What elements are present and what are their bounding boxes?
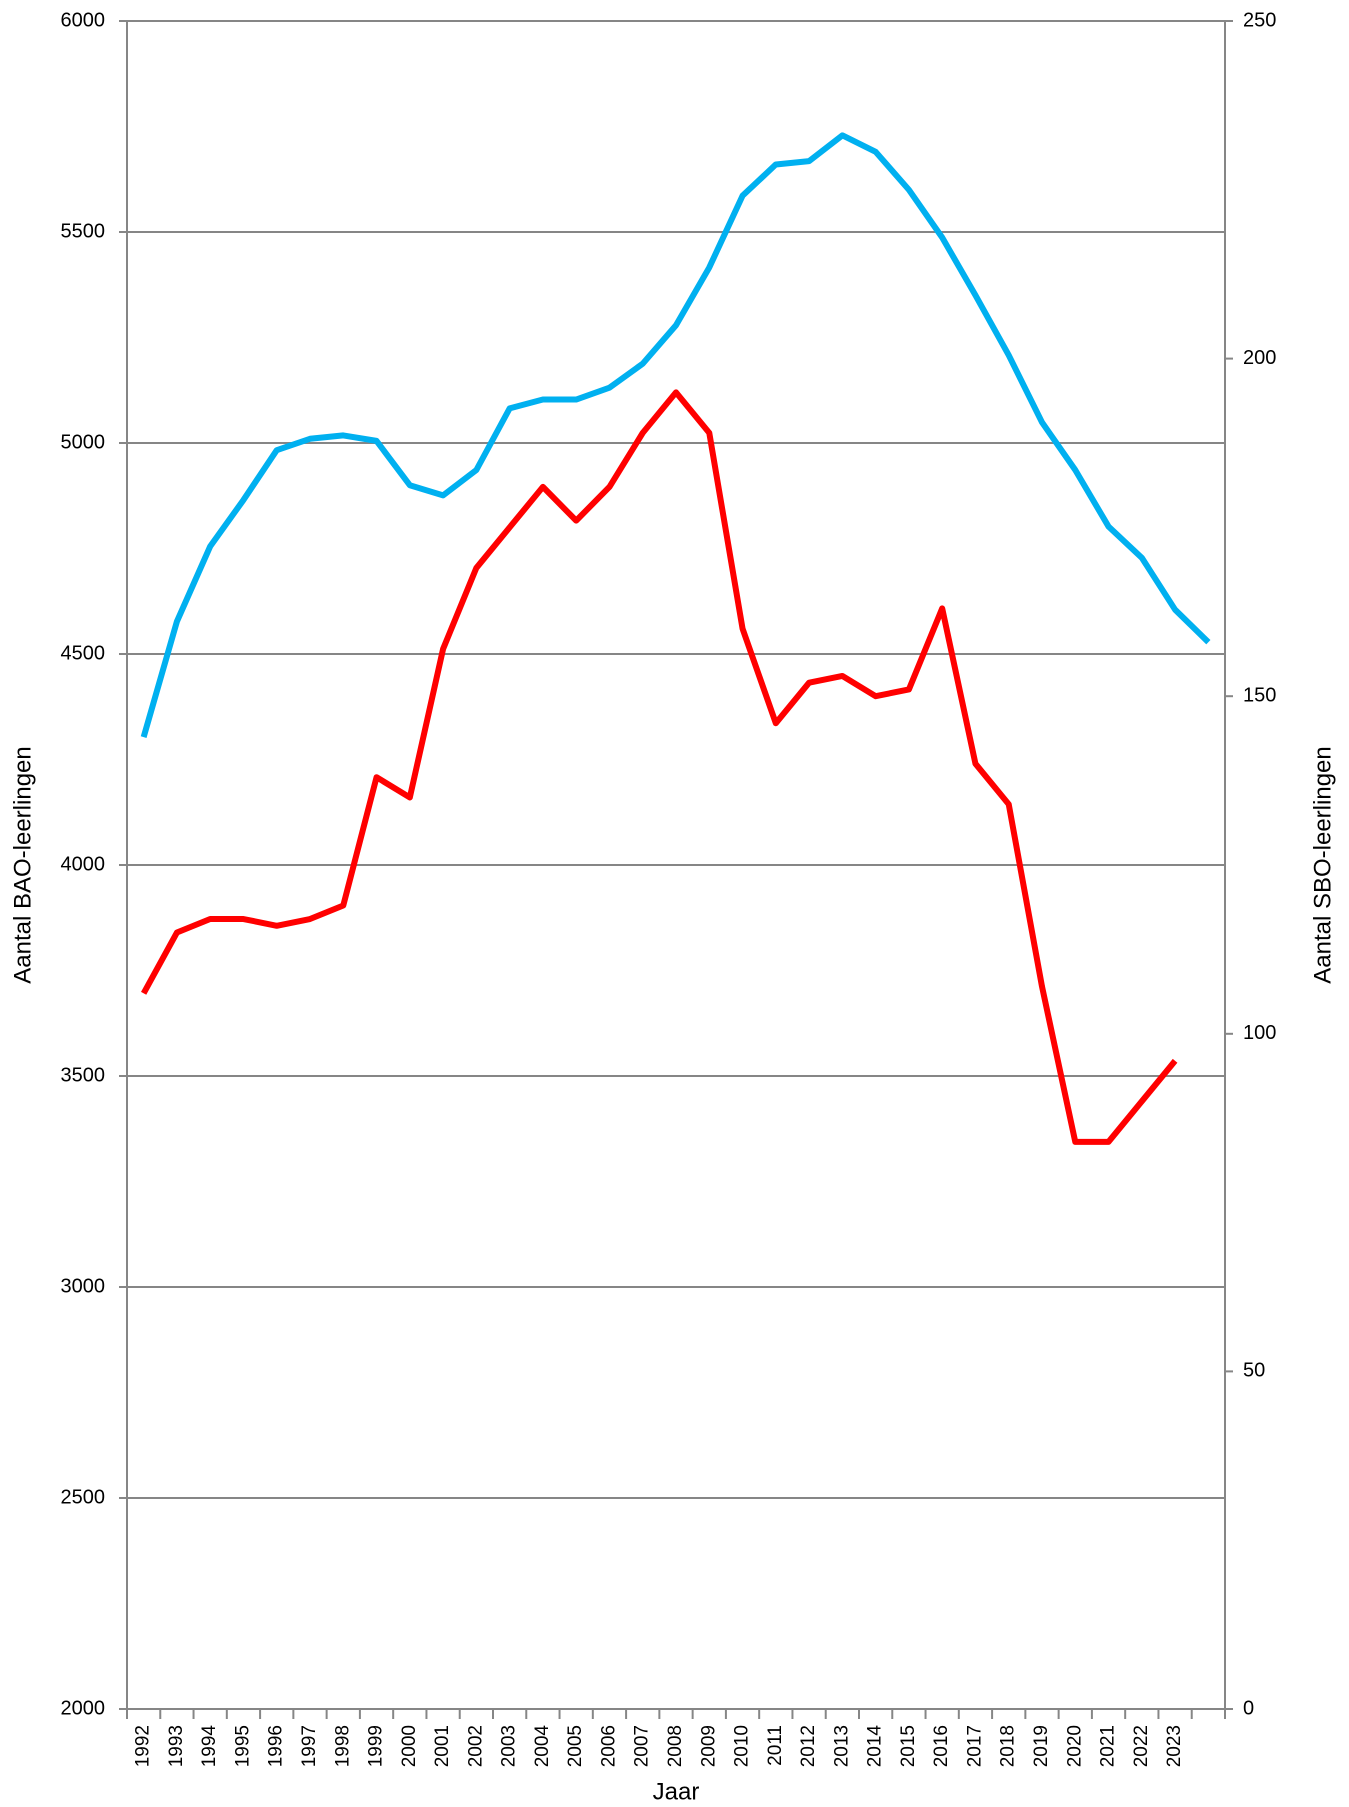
x-tick-label: 2007 bbox=[632, 1725, 653, 1767]
x-tick-label: 1992 bbox=[133, 1725, 154, 1767]
y-tick-label: 2500 bbox=[61, 1486, 106, 1508]
y-tick-label: 3000 bbox=[61, 1275, 106, 1297]
x-tick-label: 2011 bbox=[765, 1725, 786, 1766]
y-tick-label: 2000 bbox=[61, 1697, 106, 1719]
y-tick-label: 5000 bbox=[61, 431, 106, 453]
x-tick-label: 1997 bbox=[299, 1725, 320, 1767]
x-tick-label: 2006 bbox=[598, 1725, 619, 1767]
y-tick-label: 6000 bbox=[61, 9, 106, 31]
x-tick-label: 2017 bbox=[964, 1725, 985, 1767]
x-tick-label: 2018 bbox=[998, 1725, 1019, 1767]
y2-axis-title: Aantal SBO-leerlingen bbox=[1309, 746, 1336, 983]
series-line bbox=[141, 389, 1178, 1145]
x-tick-label: 2000 bbox=[399, 1725, 420, 1767]
y-tick-label: 3500 bbox=[61, 1064, 106, 1086]
x-tick-label: 1999 bbox=[366, 1725, 387, 1767]
x-tick-label: 2021 bbox=[1098, 1725, 1119, 1767]
x-tick-label: 2022 bbox=[1131, 1725, 1152, 1767]
x-tick-label: 1994 bbox=[199, 1725, 220, 1768]
y2-tick-label: 100 bbox=[1243, 1022, 1276, 1044]
x-tick-label: 2012 bbox=[798, 1725, 819, 1767]
x-tick-label: 2015 bbox=[898, 1725, 919, 1767]
x-tick-label: 1993 bbox=[166, 1725, 187, 1767]
x-tick-label: 2020 bbox=[1064, 1725, 1085, 1767]
y-tick-label: 5500 bbox=[61, 220, 106, 242]
x-tick-label: 2002 bbox=[465, 1725, 486, 1767]
x-tick-label: 2010 bbox=[732, 1725, 753, 1767]
x-tick-label: 1998 bbox=[332, 1725, 353, 1767]
x-tick-label: 2013 bbox=[831, 1725, 852, 1767]
x-tick-label: 2019 bbox=[1031, 1725, 1052, 1767]
x-tick-label: 2014 bbox=[865, 1725, 886, 1768]
y2-tick-label: 0 bbox=[1243, 1697, 1254, 1719]
series-line bbox=[140, 132, 1211, 738]
y2-tick-label: 50 bbox=[1243, 1360, 1265, 1382]
x-tick-label: 2009 bbox=[698, 1725, 719, 1767]
x-tick-label: 1995 bbox=[232, 1725, 253, 1767]
x-tick-label: 2001 bbox=[432, 1725, 453, 1767]
y2-tick-label: 200 bbox=[1243, 347, 1276, 369]
y-tick-label: 4500 bbox=[61, 642, 106, 664]
x-tick-label: 2008 bbox=[665, 1725, 686, 1767]
x-tick-label: 2004 bbox=[532, 1725, 553, 1768]
y2-tick-label: 150 bbox=[1243, 684, 1276, 706]
y2-tick-label: 250 bbox=[1243, 9, 1276, 31]
x-tick-label: 1996 bbox=[266, 1725, 287, 1767]
x-tick-label: 2023 bbox=[1164, 1725, 1185, 1767]
y-axis-title: Aantal BAO-leerlingen bbox=[9, 746, 36, 983]
y-tick-label: 4000 bbox=[61, 853, 106, 875]
x-axis-title: Jaar bbox=[653, 1778, 700, 1805]
x-tick-label: 2005 bbox=[565, 1725, 586, 1767]
x-tick-label: 2016 bbox=[931, 1725, 952, 1767]
x-tick-label: 2003 bbox=[499, 1725, 520, 1767]
